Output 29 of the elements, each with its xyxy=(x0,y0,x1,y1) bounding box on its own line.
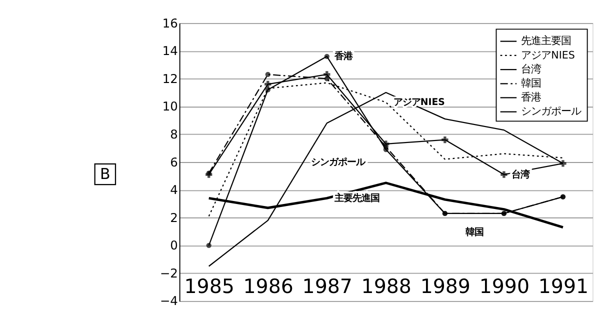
x-tick-label: 1991 xyxy=(538,275,589,298)
annotation: シンガポール xyxy=(310,156,366,168)
x-tick-label: 1987 xyxy=(302,275,352,298)
x-tick-label: 1990 xyxy=(479,275,530,298)
legend-label: アジアNIES xyxy=(521,49,575,62)
annotation: 台湾 xyxy=(511,169,530,180)
legend-label: 香港 xyxy=(521,92,542,104)
legend-label: シンガポール xyxy=(521,106,582,118)
x-tick-label: 1988 xyxy=(361,275,412,298)
y-tick-label: 8 xyxy=(170,127,178,142)
annotation: 香港 xyxy=(333,51,354,62)
legend-label: 台湾 xyxy=(521,63,542,76)
y-tick-label: 12 xyxy=(162,72,178,86)
y-tick-label: 4 xyxy=(170,183,178,198)
x-tick-label: 1986 xyxy=(243,275,294,298)
y-tick-label: 16 xyxy=(162,16,178,30)
y-tick-label: 0 xyxy=(170,238,178,253)
x-tick-label: 1985 xyxy=(184,275,234,298)
y-tick-label: 14 xyxy=(162,44,178,58)
y-tick-label: −2 xyxy=(160,266,178,280)
y-tick-label: 2 xyxy=(170,210,178,225)
legend-label: 先進主要国 xyxy=(521,35,572,48)
y-tick-label: 10 xyxy=(162,100,178,114)
legend-label: 韓国 xyxy=(521,77,542,90)
x-tick-label: 1989 xyxy=(420,275,470,298)
y-tick-label: 6 xyxy=(170,155,178,170)
annotation: 韓国 xyxy=(465,227,484,238)
text: B xyxy=(100,164,110,183)
y-tick-label: −4 xyxy=(160,294,178,308)
